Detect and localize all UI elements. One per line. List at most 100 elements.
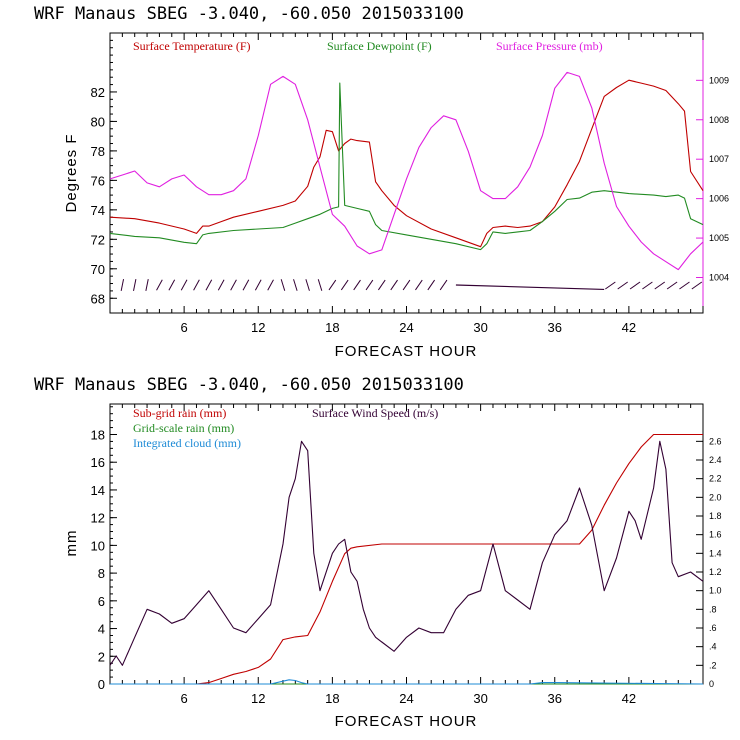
wind-barb [642, 281, 653, 290]
legend-integrated-cloud: Integrated cloud (mm) [133, 436, 241, 450]
wind-barb [617, 281, 628, 290]
temp-series-surface-temperature-f [109, 79, 704, 248]
x-tick-label: 36 [548, 691, 562, 706]
wind-barb [666, 281, 678, 290]
y2-tick-label: 1.4 [709, 548, 722, 558]
temp-series-surface-pressure-mb [109, 71, 704, 271]
wind-barb [305, 279, 310, 291]
wind-barb [254, 279, 262, 291]
y2-tick-label: 1.2 [709, 567, 722, 577]
wind-barb [365, 279, 374, 291]
y-tick-label: 72 [91, 232, 105, 247]
legend-gridscale-rain: Grid-scale rain (mm) [133, 421, 234, 435]
y2-tick-label: 1004 [709, 273, 729, 283]
wind-barb [654, 281, 666, 290]
wind-barb [280, 279, 286, 291]
x-tick-label: 36 [548, 320, 562, 335]
y2-tick-label: 1006 [709, 194, 729, 204]
y2-tick-label: .6 [709, 623, 717, 633]
y-tick-label: 0 [98, 677, 105, 692]
y2-tick-label: 1007 [709, 154, 729, 164]
wind-barb [317, 279, 323, 291]
y-tick-label: 8 [98, 566, 105, 581]
y2-tick-label: 1.8 [709, 511, 722, 521]
y2-tick-label: 1.0 [709, 586, 722, 596]
legend-surface-pressure: Surface Pressure (mb) [496, 39, 603, 53]
rain-x-axis-label: FORECAST HOUR [335, 713, 478, 730]
x-tick-label: 30 [473, 691, 487, 706]
wind-barb-trace [455, 284, 605, 291]
rain-panel-title: WRF Manaus SBEG -3.040, -60.050 20150331… [34, 375, 464, 395]
y-tick-label: 2 [98, 649, 105, 664]
wind-barb [230, 279, 237, 291]
wind-barb [439, 279, 448, 291]
y-tick-label: 18 [91, 427, 105, 442]
wind-barb [427, 279, 436, 291]
wind-barb [415, 279, 423, 291]
rain-y-axis-label: mm [63, 530, 80, 557]
legend-wind-speed: Surface Wind Speed (m/s) [312, 406, 438, 420]
wind-barb [377, 279, 386, 291]
y-tick-label: 70 [91, 262, 105, 277]
y-tick-label: 68 [91, 291, 105, 306]
x-tick-label: 24 [399, 691, 413, 706]
legend-surface-temperature: Surface Temperature (F) [133, 39, 251, 53]
legend-surface-dewpoint: Surface Dewpoint (F) [327, 39, 432, 53]
y2-tick-label: 1005 [709, 233, 729, 243]
x-tick-label: 18 [325, 320, 339, 335]
wind-barb [193, 279, 200, 291]
y-tick-label: 10 [91, 538, 105, 553]
wind-barbs [120, 279, 703, 291]
y-tick-label: 80 [91, 114, 105, 129]
y-tick-label: 6 [98, 594, 105, 609]
temp-x-axis-label: FORECAST HOUR [335, 343, 478, 360]
x-tick-label: 6 [181, 320, 188, 335]
x-tick-label: 30 [473, 320, 487, 335]
wind-barb [679, 281, 690, 290]
temp-y-axis-label: Degrees F [63, 133, 80, 212]
y2-tick-label: 2.6 [709, 436, 722, 446]
temp-panel-frame [109, 32, 704, 314]
x-tick-label: 18 [325, 691, 339, 706]
x-tick-label: 42 [622, 691, 636, 706]
rain-series-sub-grid-rain-mm [110, 433, 703, 685]
y2-tick-label: 2.4 [709, 455, 722, 465]
y2-tick-label: 1009 [709, 75, 729, 85]
wind-barb [691, 281, 703, 290]
y2-tick-label: 2.0 [709, 492, 722, 502]
wind-barb [217, 279, 225, 291]
wind-barb [242, 279, 250, 291]
wind-barb [629, 281, 641, 290]
y2-tick-label: 1.6 [709, 530, 722, 540]
y-tick-label: 82 [91, 85, 105, 100]
y2-tick-label: 2.2 [709, 474, 722, 484]
wind-barb [145, 279, 149, 291]
y2-tick-label: .8 [709, 604, 717, 614]
y2-tick-label: .2 [709, 660, 717, 670]
y2-tick-label: 0 [709, 679, 714, 689]
wind-barb [402, 279, 411, 291]
y2-tick-label: .4 [709, 642, 717, 652]
wind-barb [353, 279, 361, 291]
y2-tick-label: 1008 [709, 115, 729, 125]
rain-series-surface-wind-speed-m-s [109, 440, 704, 666]
wind-barb [328, 279, 337, 291]
y-tick-label: 4 [98, 622, 105, 637]
wind-barb [156, 279, 163, 291]
y-tick-label: 12 [91, 511, 105, 526]
y-tick-label: 76 [91, 173, 105, 188]
x-tick-label: 42 [622, 320, 636, 335]
y-tick-label: 16 [91, 455, 105, 470]
temp-panel-title: WRF Manaus SBEG -3.040, -60.050 20150331… [34, 4, 464, 24]
wind-barb [340, 279, 349, 291]
y-tick-label: 74 [91, 203, 105, 218]
y-tick-label: 14 [91, 483, 105, 498]
legend-subgrid-rain: Sub-grid rain (mm) [133, 406, 226, 420]
wind-barb [267, 279, 274, 291]
wind-barb [120, 279, 125, 291]
wind-barb [133, 279, 137, 291]
x-tick-label: 12 [251, 320, 265, 335]
wind-barb [293, 279, 298, 291]
x-tick-label: 6 [181, 691, 188, 706]
